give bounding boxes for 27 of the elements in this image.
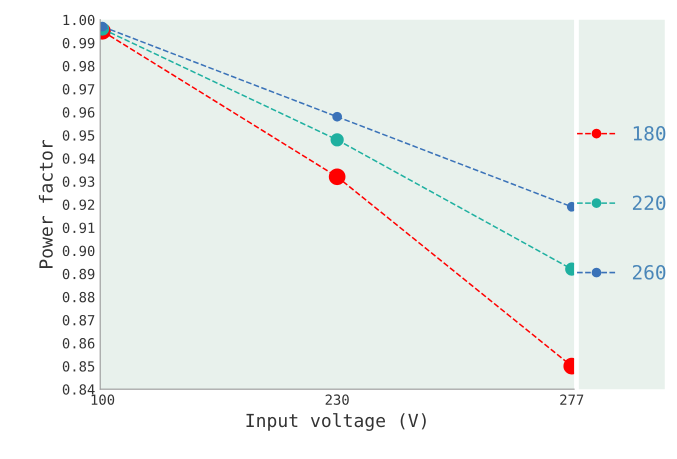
y-tick-label: 0.90 bbox=[62, 246, 94, 256]
y-tick-label: 0.97 bbox=[62, 84, 94, 95]
x-tick-label: 277 bbox=[560, 394, 584, 405]
y-tick-label: 0.86 bbox=[62, 338, 94, 349]
y-axis-title: Power factor bbox=[38, 140, 53, 268]
x-tick-label: 230 bbox=[326, 394, 349, 405]
y-tick-label: 0.95 bbox=[62, 130, 94, 141]
y-tick-label: 0.88 bbox=[62, 292, 94, 302]
y-tick-label: 1.00 bbox=[64, 14, 94, 26]
legend-label: 220 bbox=[632, 195, 666, 210]
point bbox=[566, 202, 574, 212]
y-tick-label: 0.93 bbox=[62, 176, 94, 187]
y-tick-label: 0.91 bbox=[62, 222, 94, 234]
x-axis-title: Input voltage (V) bbox=[246, 413, 426, 431]
point bbox=[100, 22, 108, 32]
y-tick-label: 0.92 bbox=[62, 199, 94, 210]
legend-label: 260 bbox=[632, 264, 666, 280]
y-tick-label: 0.85 bbox=[62, 361, 94, 372]
y-tick-label: 0.84 bbox=[62, 384, 95, 395]
y-tick-label: 0.96 bbox=[62, 107, 94, 118]
x-tick-label: 100 bbox=[92, 394, 114, 405]
y-tick-label: 0.87 bbox=[62, 314, 94, 326]
y-tick-label: 0.94 bbox=[62, 153, 95, 164]
y-tick-label: 0.89 bbox=[62, 268, 94, 280]
y-tick-label: 0.99 bbox=[62, 38, 94, 48]
legend-label: 180 bbox=[634, 126, 666, 141]
y-tick-label: 0.98 bbox=[62, 60, 94, 72]
